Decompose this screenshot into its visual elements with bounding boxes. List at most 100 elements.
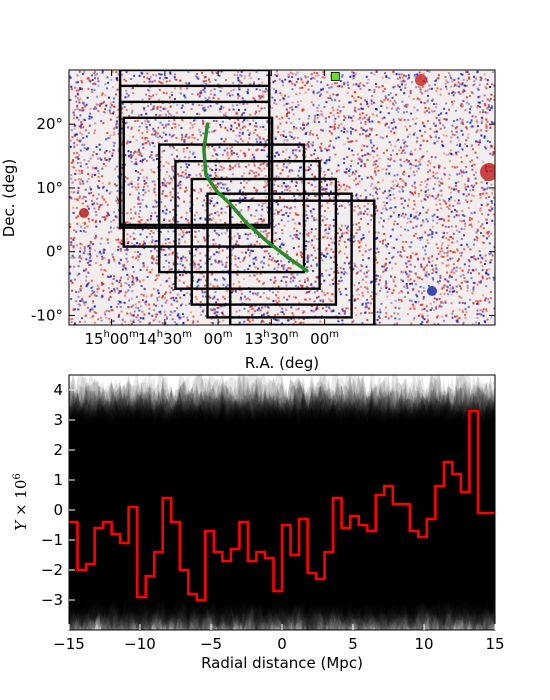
noise-pixel — [115, 279, 118, 282]
noise-pixel — [181, 171, 184, 174]
noise-pixel — [432, 278, 435, 281]
noise-pixel — [109, 226, 112, 229]
noise-pixel — [377, 181, 380, 184]
noise-pixel — [431, 259, 434, 262]
noise-pixel — [141, 132, 144, 135]
noise-pixel — [418, 98, 421, 101]
noise-pixel — [459, 143, 462, 146]
noise-pixel — [338, 312, 341, 315]
noise-pixel — [485, 197, 488, 200]
noise-pixel — [110, 220, 113, 223]
noise-pixel — [307, 169, 310, 172]
noise-pixel — [195, 174, 198, 177]
noise-pixel — [148, 271, 151, 274]
noise-pixel — [127, 278, 129, 281]
noise-pixel — [319, 299, 322, 302]
noise-pixel — [137, 198, 140, 201]
noise-pixel — [328, 228, 331, 231]
noise-pixel — [115, 120, 118, 123]
noise-pixel — [289, 267, 292, 270]
noise-pixel — [101, 94, 103, 97]
noise-pixel — [213, 295, 216, 298]
noise-pixel — [449, 284, 452, 287]
noise-pixel — [414, 272, 417, 275]
noise-pixel — [114, 290, 116, 293]
noise-pixel — [489, 252, 492, 255]
noise-pixel — [172, 165, 175, 168]
noise-pixel — [292, 113, 295, 116]
noise-pixel — [247, 249, 250, 251]
noise-pixel — [402, 139, 405, 142]
noise-pixel — [347, 185, 350, 188]
noise-pixel — [298, 301, 301, 304]
noise-pixel — [130, 102, 133, 105]
noise-pixel — [260, 214, 263, 217]
noise-pixel — [402, 197, 405, 200]
noise-pixel — [179, 79, 182, 82]
noise-pixel — [111, 152, 114, 155]
noise-pixel — [466, 145, 469, 148]
noise-pixel — [288, 295, 291, 298]
noise-pixel — [162, 78, 165, 81]
noise-pixel — [400, 225, 403, 228]
noise-pixel — [97, 172, 100, 175]
noise-pixel — [479, 209, 482, 212]
noise-pixel — [120, 105, 123, 108]
noise-pixel — [70, 85, 73, 88]
noise-pixel — [293, 149, 296, 152]
noise-pixel — [110, 290, 113, 293]
noise-pixel — [441, 242, 444, 245]
noise-pixel — [392, 86, 395, 89]
noise-pixel — [295, 213, 298, 216]
noise-pixel — [326, 201, 329, 204]
noise-pixel — [292, 296, 295, 299]
noise-pixel — [90, 175, 93, 178]
noise-pixel — [253, 310, 256, 313]
noise-pixel — [484, 259, 487, 262]
noise-pixel — [283, 264, 286, 267]
noise-pixel — [142, 262, 145, 265]
noise-pixel — [83, 303, 86, 306]
noise-pixel — [164, 107, 167, 110]
noise-pixel — [135, 188, 138, 191]
noise-pixel — [153, 309, 156, 312]
noise-pixel — [117, 198, 119, 201]
noise-pixel — [244, 155, 247, 158]
noise-pixel — [383, 204, 386, 207]
noise-pixel — [378, 279, 381, 282]
noise-pixel — [358, 158, 361, 161]
noise-pixel — [215, 279, 218, 282]
noise-pixel — [409, 92, 412, 95]
noise-pixel — [99, 204, 102, 207]
noise-pixel — [75, 133, 78, 136]
noise-pixel — [382, 239, 384, 242]
noise-pixel — [250, 83, 253, 86]
noise-pixel — [161, 192, 164, 195]
noise-pixel — [340, 279, 343, 282]
noise-pixel — [487, 298, 490, 301]
noise-pixel — [258, 110, 261, 113]
noise-pixel — [283, 296, 285, 299]
noise-pixel — [166, 182, 169, 184]
noise-pixel — [384, 72, 386, 75]
noise-pixel — [237, 122, 240, 125]
noise-pixel — [74, 172, 77, 175]
noise-pixel — [460, 73, 463, 76]
noise-pixel — [234, 242, 237, 245]
noise-pixel — [357, 288, 360, 291]
noise-pixel — [90, 316, 93, 319]
noise-pixel — [337, 188, 340, 191]
noise-pixel — [335, 137, 338, 140]
noise-pixel — [354, 99, 357, 102]
noise-pixel — [222, 167, 225, 170]
noise-pixel — [184, 135, 187, 138]
noise-pixel — [143, 301, 146, 304]
noise-pixel — [441, 140, 443, 143]
noise-pixel — [133, 244, 136, 247]
noise-pixel — [405, 110, 408, 113]
noise-pixel — [264, 201, 267, 204]
noise-pixel — [406, 145, 409, 148]
noise-pixel — [153, 188, 156, 191]
noise-pixel — [127, 126, 130, 129]
noise-pixel — [143, 142, 146, 145]
